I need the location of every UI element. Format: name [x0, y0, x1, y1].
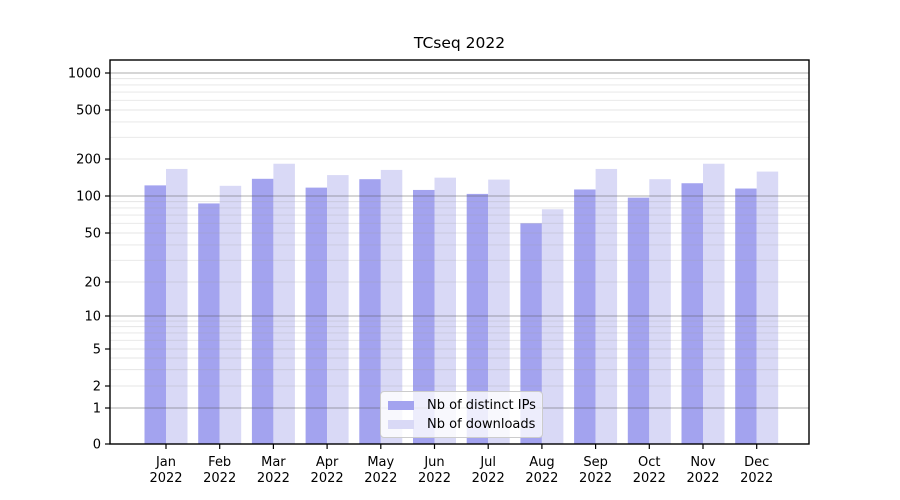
x-tick-label-year: 2022: [364, 471, 397, 486]
x-tick-label-month: Jan: [155, 455, 176, 470]
bar-downloads-aug: [541, 209, 564, 444]
x-tick-label-year: 2022: [149, 471, 182, 486]
bar-downloads-sep: [595, 168, 618, 444]
x-tick-label-month: May: [367, 455, 394, 470]
x-tick-label-year: 2022: [686, 471, 719, 486]
bar-downloads-apr: [327, 175, 349, 444]
y-tick-label: 1000: [68, 67, 101, 82]
x-tick-label-year: 2022: [203, 471, 236, 486]
bar-downloads-oct: [649, 179, 671, 444]
x-tick-label-year: 2022: [472, 471, 505, 486]
bar-ips-jun: [413, 189, 435, 444]
x-tick-label-month: Dec: [744, 455, 769, 470]
y-tick-label: 2: [93, 380, 101, 395]
x-tick-label-month: Mar: [261, 455, 286, 470]
x-tick-label-year: 2022: [525, 471, 558, 486]
bar-downloads-feb: [219, 185, 242, 444]
x-tick-label-month: Nov: [690, 455, 716, 470]
legend: Nb of distinct IPs Nb of downloads: [380, 391, 543, 438]
x-tick-label-month: Aug: [529, 455, 554, 470]
y-tick-label: 0: [93, 438, 101, 453]
legend-swatch-downloads: [388, 419, 414, 429]
legend-label-distinct-ips: Nb of distinct IPs: [427, 397, 536, 413]
bar-ips-sep: [574, 189, 596, 444]
legend-label-downloads: Nb of downloads: [427, 416, 536, 432]
legend-item-distinct-ips: Nb of distinct IPs: [388, 397, 536, 413]
x-tick-label-month: Jun: [423, 455, 444, 470]
x-tick-label-month: Apr: [316, 455, 339, 470]
x-tick-label-year: 2022: [740, 471, 773, 486]
bar-ips-jan: [144, 185, 166, 445]
bar-downloads-dec: [756, 171, 779, 444]
y-tick-label: 20: [84, 276, 101, 291]
bar-ips-aug: [520, 223, 542, 444]
y-tick-label: 10: [84, 310, 101, 325]
bar-downloads-may: [380, 169, 403, 444]
x-tick-label-year: 2022: [311, 471, 344, 486]
x-tick-label-month: Feb: [208, 455, 231, 470]
x-tick-label-year: 2022: [257, 471, 290, 486]
bar-ips-may: [359, 179, 381, 444]
bar-downloads-mar: [273, 163, 295, 444]
x-tick-label-month: Sep: [583, 455, 608, 470]
x-tick-label-month: Jul: [479, 455, 496, 470]
plot-border: [109, 59, 810, 445]
x-tick-label-month: Oct: [638, 455, 660, 470]
bar-downloads-nov: [703, 163, 725, 444]
bar-ips-oct: [627, 197, 650, 444]
y-tick-label: 100: [76, 190, 101, 205]
y-tick-label: 1: [93, 402, 101, 417]
x-tick-label-year: 2022: [418, 471, 451, 486]
bar-downloads-jan: [166, 168, 188, 444]
y-tick-label: 200: [76, 153, 101, 168]
chart-title: TCseq 2022: [413, 34, 506, 52]
x-tick-label-year: 2022: [633, 471, 666, 486]
legend-item-downloads: Nb of downloads: [388, 416, 536, 432]
bar-ips-feb: [198, 203, 220, 444]
bar-ips-nov: [681, 183, 703, 445]
y-tick-label: 5: [93, 343, 101, 358]
bar-ips-jul: [466, 193, 489, 444]
bar-downloads-jun: [434, 177, 456, 444]
bar-ips-mar: [251, 178, 274, 444]
y-tick-label: 500: [76, 104, 101, 119]
bar-downloads-jul: [488, 179, 510, 444]
y-tick-label: 50: [84, 227, 101, 242]
x-tick-label-year: 2022: [579, 471, 612, 486]
legend-swatch-distinct-ips: [388, 400, 414, 410]
